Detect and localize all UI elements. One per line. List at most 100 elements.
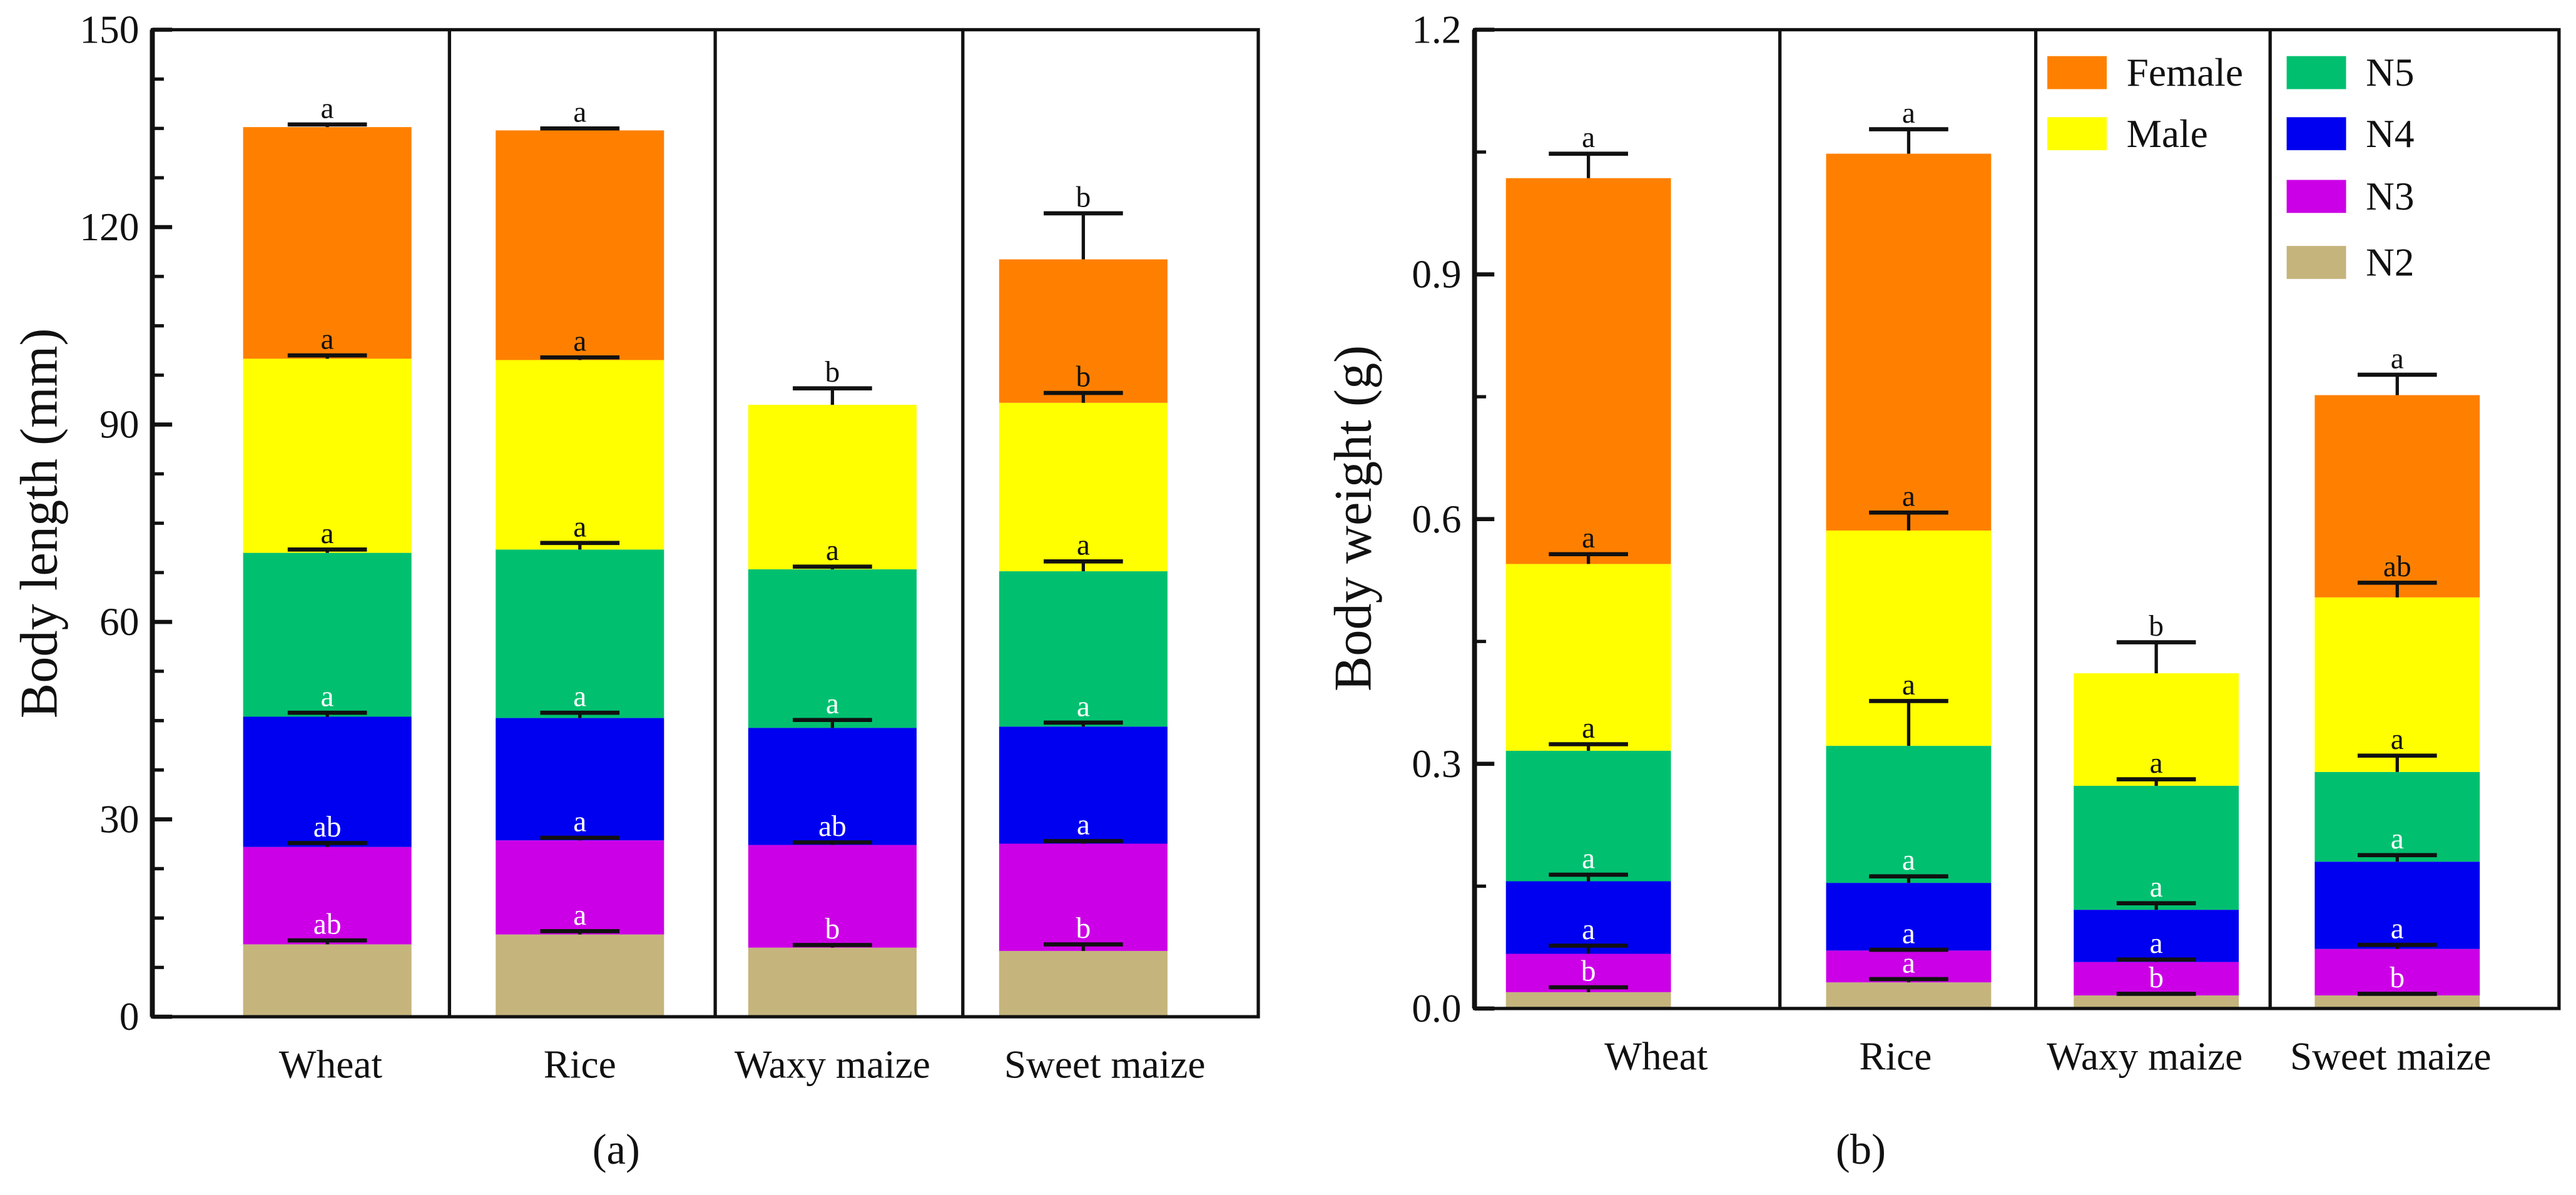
y-tick-label: 90 [99, 403, 139, 447]
significance-letter: a [1902, 917, 1915, 950]
bar-n2 [2074, 995, 2239, 1009]
significance-letter: a [1077, 529, 1090, 562]
y-tick-label: 120 [79, 205, 139, 249]
bar-female [1826, 153, 1992, 531]
significance-letter: a [573, 899, 586, 932]
x-tick-label: Sweet maize [2290, 1035, 2492, 1079]
significance-letter: ab [818, 810, 847, 843]
bar-n4 [2314, 862, 2480, 949]
bar-male [2074, 673, 2239, 786]
significance-letter: a [1582, 522, 1595, 554]
bar-male [2314, 597, 2480, 772]
bar-male [243, 358, 412, 553]
significance-letter: b [825, 356, 840, 389]
bar-n5 [1826, 746, 1992, 883]
significance-letter: a [573, 805, 586, 838]
y-tick-label: 0.3 [1412, 742, 1461, 786]
significance-letter: a [2391, 823, 2404, 855]
legend-label-female: Female [2127, 51, 2243, 94]
significance-letter: b [2149, 610, 2164, 643]
chart-b-body-weight: baaaaaaaaaaabaaabbaaaaba0.00.30.60.91.2W… [1324, 8, 2561, 1173]
significance-letter: a [321, 323, 334, 356]
significance-letter: a [1902, 97, 1915, 130]
legend-label-n3: N3 [2366, 175, 2414, 218]
bar-n5 [243, 552, 412, 717]
bar-n2 [999, 950, 1168, 1017]
legend-label-n4: N4 [2366, 112, 2414, 156]
significance-letter: a [1902, 844, 1915, 877]
significance-letter: ab [313, 811, 342, 843]
significance-letter: b [2149, 962, 2164, 994]
x-tick-label: Rice [1859, 1035, 1932, 1079]
significance-letter: a [1582, 913, 1595, 946]
significance-letter: b [825, 913, 840, 945]
bar-n3 [748, 845, 917, 948]
y-tick-label: 0.0 [1412, 987, 1461, 1030]
panel-label: (a) [593, 1126, 640, 1173]
significance-letter: b [1076, 360, 1091, 393]
bar-female [496, 130, 664, 360]
bar-n5 [999, 571, 1168, 727]
bar-n4 [748, 728, 917, 845]
x-tick-label: Rice [544, 1043, 616, 1087]
y-tick-label: 0 [120, 995, 140, 1039]
bar-n4 [999, 726, 1168, 844]
significance-letter: a [321, 681, 334, 713]
y-tick-label: 0.9 [1412, 253, 1461, 297]
bar-n5 [748, 569, 917, 728]
x-tick-label: Sweet maize [1004, 1043, 1206, 1087]
bar-n5 [2074, 785, 2239, 910]
bar-female [999, 259, 1168, 403]
legend-swatch-male [2047, 117, 2107, 151]
x-tick-label: Wheat [279, 1043, 383, 1087]
bar-male [1505, 564, 1671, 751]
bar-female [2314, 395, 2480, 598]
bar-n2 [748, 947, 917, 1017]
significance-letter: a [826, 688, 839, 720]
legend-swatch-n3 [2286, 180, 2346, 213]
x-tick-label: Waxy maize [735, 1043, 930, 1087]
y-tick-label: 60 [99, 600, 139, 644]
legend-swatch-n2 [2286, 246, 2346, 279]
significance-letter: ab [2383, 551, 2411, 583]
bar-n3 [496, 840, 664, 935]
chart-a-body-length: ababaaaaaaaaaababaabbaaabb0306090120150W… [10, 8, 1260, 1173]
y-tick-label: 150 [79, 8, 139, 52]
y-tick-label: 1.2 [1412, 8, 1461, 52]
panel-label: (b) [1836, 1126, 1886, 1173]
legend-label-n2: N2 [2366, 241, 2414, 285]
significance-letter: a [1077, 809, 1090, 842]
significance-letter: a [2150, 927, 2163, 960]
significance-letter: a [1582, 121, 1595, 154]
significance-letter: b [1581, 955, 1596, 987]
significance-letter: a [573, 511, 586, 543]
bar-n4 [243, 716, 412, 847]
significance-letter: a [321, 92, 334, 125]
bar-n3 [243, 847, 412, 945]
bar-n2 [243, 944, 412, 1017]
significance-letter: b [1076, 181, 1091, 213]
significance-letter: a [321, 517, 334, 550]
significance-letter: a [1582, 712, 1595, 745]
significance-letter: a [1902, 947, 1915, 979]
bar-female [1505, 178, 1671, 564]
significance-letter: a [573, 681, 586, 713]
significance-letter: a [826, 534, 839, 567]
bar-n4 [496, 718, 664, 841]
y-axis-label: Body weight (g) [1324, 345, 1382, 691]
legend-label-n5: N5 [2366, 51, 2414, 94]
bar-n2 [1826, 982, 1992, 1009]
x-tick-label: Wheat [1604, 1035, 1708, 1079]
legend-swatch-n5 [2286, 56, 2346, 89]
significance-letter: a [573, 96, 586, 129]
significance-letter: ab [313, 908, 342, 941]
legend-swatch-female [2047, 56, 2107, 89]
bar-n5 [2314, 771, 2480, 862]
bar-n3 [2074, 962, 2239, 996]
significance-letter: a [573, 325, 586, 358]
significance-letter: a [2150, 871, 2163, 903]
y-tick-label: 0.6 [1412, 497, 1461, 541]
bar-male [496, 360, 664, 550]
bar-n2 [2314, 995, 2480, 1009]
